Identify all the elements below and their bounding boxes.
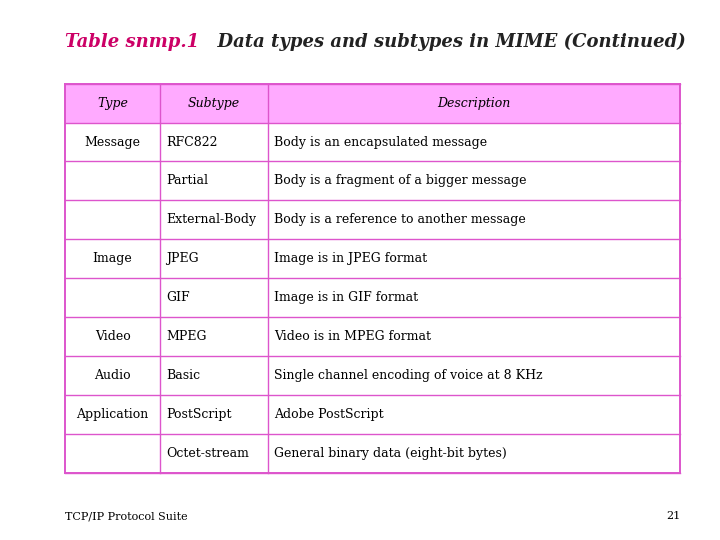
Text: GIF: GIF xyxy=(166,291,189,304)
Text: Audio: Audio xyxy=(94,369,131,382)
Text: Video is in MPEG format: Video is in MPEG format xyxy=(274,330,431,343)
Text: Type: Type xyxy=(97,97,128,110)
Text: JPEG: JPEG xyxy=(166,252,199,265)
Text: Application: Application xyxy=(76,408,148,421)
Text: Octet-stream: Octet-stream xyxy=(166,447,249,460)
Text: General binary data (eight-bit bytes): General binary data (eight-bit bytes) xyxy=(274,447,506,460)
Text: 21: 21 xyxy=(666,511,680,521)
Text: Body is an encapsulated message: Body is an encapsulated message xyxy=(274,136,487,148)
Text: Data types and subtypes in MIME (Continued): Data types and subtypes in MIME (Continu… xyxy=(205,33,686,51)
Text: Video: Video xyxy=(94,330,130,343)
Text: Table snmp.1: Table snmp.1 xyxy=(65,33,199,51)
Text: Image is in GIF format: Image is in GIF format xyxy=(274,291,418,304)
Text: Message: Message xyxy=(84,136,140,148)
Text: Image is in JPEG format: Image is in JPEG format xyxy=(274,252,427,265)
Text: Basic: Basic xyxy=(166,369,200,382)
Text: PostScript: PostScript xyxy=(166,408,231,421)
Text: Body is a reference to another message: Body is a reference to another message xyxy=(274,213,526,226)
Text: External-Body: External-Body xyxy=(166,213,256,226)
Text: Adobe PostScript: Adobe PostScript xyxy=(274,408,383,421)
Text: Description: Description xyxy=(438,97,510,110)
Text: Subtype: Subtype xyxy=(188,97,240,110)
Text: Single channel encoding of voice at 8 KHz: Single channel encoding of voice at 8 KH… xyxy=(274,369,542,382)
Text: MPEG: MPEG xyxy=(166,330,207,343)
Text: Body is a fragment of a bigger message: Body is a fragment of a bigger message xyxy=(274,174,526,187)
Text: TCP/IP Protocol Suite: TCP/IP Protocol Suite xyxy=(65,511,187,521)
Text: Image: Image xyxy=(93,252,132,265)
Text: RFC822: RFC822 xyxy=(166,136,217,148)
Text: Partial: Partial xyxy=(166,174,208,187)
